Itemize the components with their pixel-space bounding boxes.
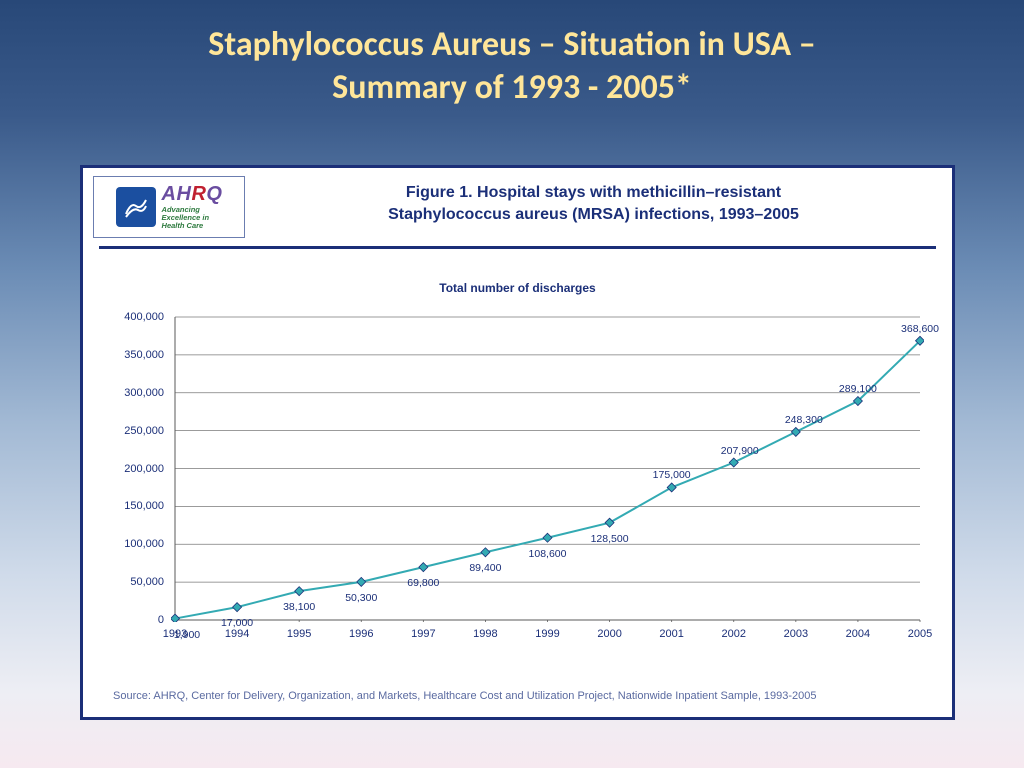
- y-tick-label: 100,000: [109, 538, 164, 550]
- chart-subtitle: Total number of discharges: [101, 281, 934, 295]
- y-tick-label: 50,000: [109, 576, 164, 588]
- slide-title: Staphylococcus Aureus – Situation in USA…: [0, 0, 1024, 119]
- figure-title: Figure 1. Hospital stays with methicilli…: [245, 176, 942, 225]
- x-tick-label: 1997: [411, 628, 435, 640]
- x-tick-label: 2002: [722, 628, 746, 640]
- y-tick-label: 200,000: [109, 463, 164, 475]
- y-tick-label: 150,000: [109, 500, 164, 512]
- data-point-label: 69,800: [407, 577, 439, 589]
- title-line-2: Summary of 1993 - 2005*: [332, 67, 692, 108]
- data-point-label: 108,600: [529, 548, 567, 560]
- x-tick-label: 1999: [535, 628, 559, 640]
- data-point-label: 207,900: [721, 445, 759, 457]
- data-point-label: 289,100: [839, 383, 877, 395]
- y-tick-label: 250,000: [109, 425, 164, 437]
- figure-panel: AHRQ Advancing Excellence in Health Care…: [80, 165, 955, 720]
- data-point-label: 175,000: [653, 469, 691, 481]
- chart-area: Total number of discharges 1993199419951…: [101, 273, 934, 652]
- data-point-label: 17,000: [221, 617, 253, 629]
- title-line-1: Staphylococcus Aureus – Situation in USA…: [208, 24, 815, 65]
- data-point-label: 50,300: [345, 592, 377, 604]
- data-point-label: 128,500: [591, 533, 629, 545]
- x-tick-label: 2001: [659, 628, 683, 640]
- x-tick-label: 2003: [784, 628, 808, 640]
- y-tick-label: 0: [109, 614, 164, 626]
- x-tick-label: 2000: [597, 628, 621, 640]
- chart-svg: [171, 315, 924, 622]
- logo-box: AHRQ Advancing Excellence in Health Care: [93, 176, 245, 238]
- ahrq-wordmark: AHRQ: [162, 184, 223, 204]
- y-tick-label: 400,000: [109, 311, 164, 323]
- data-point-label: 368,600: [901, 323, 939, 335]
- x-tick-label: 1998: [473, 628, 497, 640]
- y-tick-label: 350,000: [109, 349, 164, 361]
- x-tick-label: 2004: [846, 628, 870, 640]
- data-point-label: 248,300: [785, 414, 823, 426]
- data-point-label: 89,400: [469, 562, 501, 574]
- source-citation: Source: AHRQ, Center for Delivery, Organ…: [113, 689, 922, 703]
- data-point-label: 1,900: [174, 629, 200, 641]
- figure-title-line-2: Staphylococcus aureus (MRSA) infections,…: [388, 206, 799, 223]
- x-tick-label: 1996: [349, 628, 373, 640]
- slide-background: Staphylococcus Aureus – Situation in USA…: [0, 0, 1024, 768]
- header-rule: [99, 246, 936, 249]
- ahrq-logo: AHRQ Advancing Excellence in Health Care: [162, 184, 223, 231]
- panel-header: AHRQ Advancing Excellence in Health Care…: [83, 168, 952, 240]
- figure-title-line-1: Figure 1. Hospital stays with methicilli…: [406, 184, 781, 201]
- x-tick-label: 2005: [908, 628, 932, 640]
- data-point-label: 38,100: [283, 601, 315, 613]
- hhs-seal-icon: [116, 187, 156, 227]
- ahrq-tagline: Advancing Excellence in Health Care: [162, 206, 223, 231]
- y-tick-label: 300,000: [109, 387, 164, 399]
- x-tick-label: 1995: [287, 628, 311, 640]
- x-tick-label: 1994: [225, 628, 249, 640]
- plot-wrap: 1993199419951996199719981999200020012002…: [171, 315, 924, 622]
